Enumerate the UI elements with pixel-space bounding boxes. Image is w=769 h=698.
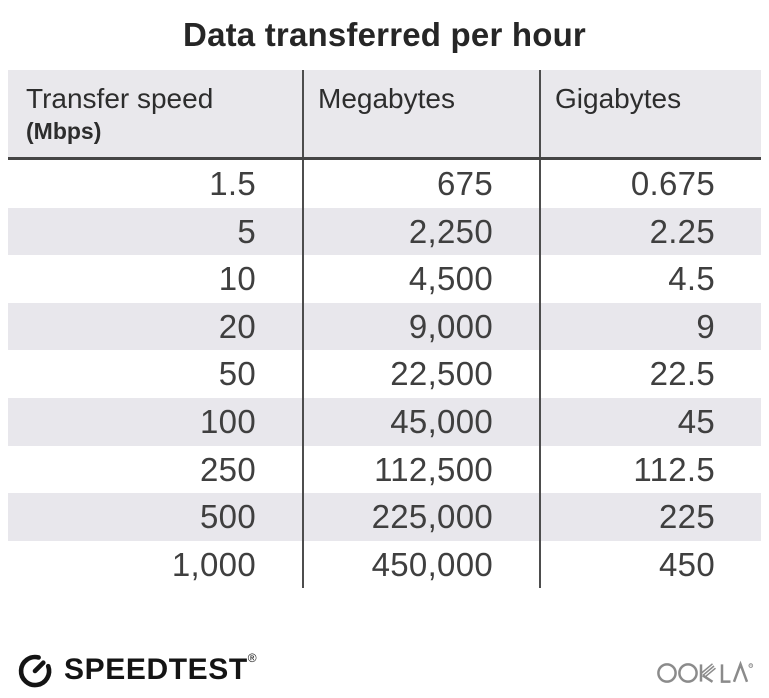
table-row: 100 45,000 45 <box>8 397 761 446</box>
gigabytes-cell: 225 <box>539 493 761 541</box>
header-transfer-speed-label: Transfer speed <box>26 83 214 114</box>
table-row: 50 22,500 22.5 <box>8 350 761 398</box>
gigabytes-cell: 2.25 <box>539 207 761 256</box>
speed-cell: 500 <box>200 498 256 536</box>
speed-cell: 20 <box>218 307 256 345</box>
table-row: 1.5 675 0.675 <box>8 160 761 208</box>
header-gigabytes-label: Gigabytes <box>555 83 682 114</box>
speedtest-logo: SPEEDTEST® <box>15 650 257 690</box>
table-row: 250 112,500 112.5 <box>8 445 761 494</box>
header-transfer-speed-unit: (Mbps) <box>26 118 102 144</box>
table-row: 1,000 450,000 450 <box>8 540 761 589</box>
speed-cell: 1.5 <box>209 165 256 202</box>
speedtest-wordmark: SPEEDTEST® <box>64 651 258 686</box>
table-row: 10 4,500 4.5 <box>8 255 761 303</box>
speedtest-registered-mark: ® <box>247 651 258 665</box>
gigabytes-cell: 450 <box>539 540 761 589</box>
table-body: 1.5 675 0.675 5 2,250 2.25 10 4,500 4.5 20 9,000 9 5… <box>8 160 761 589</box>
megabytes-cell: 225,000 <box>302 493 539 541</box>
speed-cell: 1,000 <box>171 545 256 583</box>
svg-text:R: R <box>749 664 752 668</box>
speed-cell: 10 <box>218 260 256 298</box>
megabytes-cell: 675 <box>302 160 539 208</box>
speed-cell: 5 <box>237 212 256 250</box>
megabytes-cell: 2,250 <box>302 207 539 256</box>
header-megabytes-label: Megabytes <box>318 83 455 114</box>
header-transfer-speed: Transfer speed (Mbps) <box>8 70 302 157</box>
header-gigabytes: Gigabytes <box>539 70 761 157</box>
gigabytes-cell: 112.5 <box>539 445 761 494</box>
speed-cell: 100 <box>200 402 256 440</box>
table-row: 20 9,000 9 <box>8 302 761 351</box>
speed-cell: 250 <box>200 450 256 488</box>
header-megabytes: Megabytes <box>302 70 539 157</box>
megabytes-cell: 112,500 <box>302 445 539 494</box>
gigabytes-cell: 9 <box>539 302 761 351</box>
megabytes-cell: 45,000 <box>302 397 539 446</box>
megabytes-cell: 22,500 <box>302 350 539 398</box>
ookla-logo: R <box>656 657 754 690</box>
gigabytes-cell: 45 <box>539 397 761 446</box>
megabytes-cell: 450,000 <box>302 540 539 589</box>
gigabytes-cell: 22.5 <box>539 350 761 398</box>
megabytes-cell: 9,000 <box>302 302 539 351</box>
gigabytes-cell: 0.675 <box>539 160 761 208</box>
data-table: Transfer speed (Mbps) Megabytes Gigabyte… <box>8 70 761 589</box>
gigabytes-cell: 4.5 <box>539 255 761 303</box>
table-row: 500 225,000 225 <box>8 493 761 541</box>
table-row: 5 2,250 2.25 <box>8 207 761 256</box>
table-header-row: Transfer speed (Mbps) Megabytes Gigabyte… <box>8 70 761 160</box>
speedtest-gauge-icon <box>15 650 55 690</box>
page-title: Data transferred per hour <box>183 16 586 53</box>
megabytes-cell: 4,500 <box>302 255 539 303</box>
speed-cell: 50 <box>218 355 256 393</box>
